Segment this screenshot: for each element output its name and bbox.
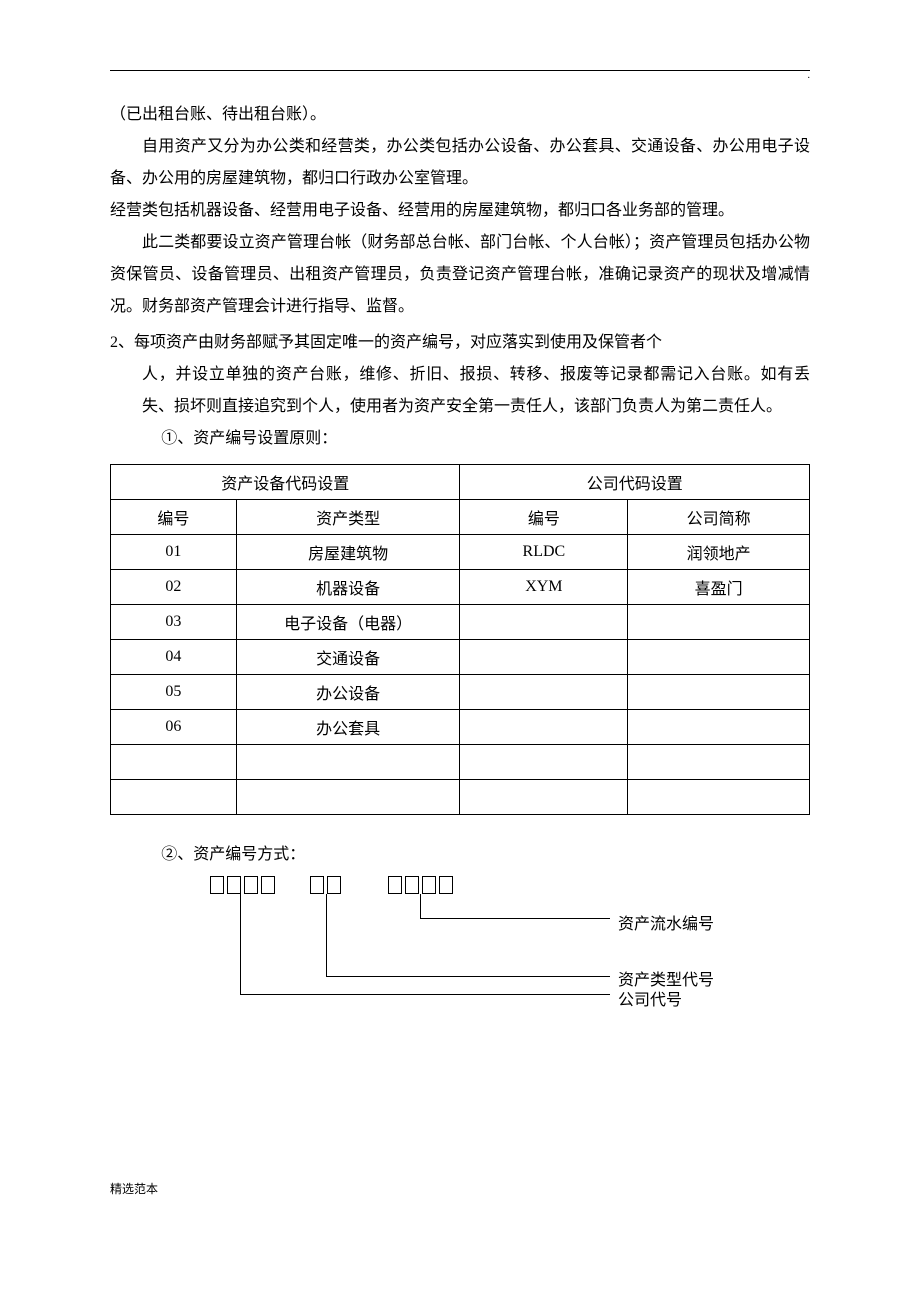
table-cell — [460, 779, 628, 814]
table-header-left: 资产设备代码设置 — [111, 464, 460, 499]
diagram-label: 公司代号 — [618, 986, 682, 1010]
table-cell: 办公套具 — [236, 709, 460, 744]
connector-line — [420, 918, 610, 919]
code-box — [439, 876, 453, 894]
table-header-right: 公司代码设置 — [460, 464, 810, 499]
table-cell — [460, 639, 628, 674]
table-cell — [628, 779, 810, 814]
table-cell: 02 — [111, 569, 237, 604]
table-row: 资产设备代码设置 公司代码设置 — [111, 464, 810, 499]
paragraph-1: （已出租台账、待出租台账）。 — [110, 99, 810, 131]
table-row: 编号 资产类型 编号 公司简称 — [111, 499, 810, 534]
connector-line — [420, 894, 421, 918]
connector-line — [240, 994, 610, 995]
table-row: 01 房屋建筑物 RLDC 润领地产 — [111, 534, 810, 569]
corner-dot: . — [808, 70, 811, 81]
sub-item-2: ②、资产编号方式： — [110, 839, 810, 872]
numbering-diagram: 资产流水编号资产类型代号公司代号 — [110, 876, 810, 1026]
table-subhead: 编号 — [460, 499, 628, 534]
connector-line — [240, 894, 241, 994]
code-box — [388, 876, 402, 894]
table-cell — [628, 639, 810, 674]
table-cell — [628, 674, 810, 709]
connector-line — [326, 976, 610, 977]
footer-text: 精选范本 — [110, 1180, 158, 1197]
table-row: 05 办公设备 — [111, 674, 810, 709]
table-cell: 交通设备 — [236, 639, 460, 674]
table-row: 06 办公套具 — [111, 709, 810, 744]
table-cell: RLDC — [460, 534, 628, 569]
table-cell: 办公设备 — [236, 674, 460, 709]
table-cell: XYM — [460, 569, 628, 604]
diagram-label: 资产流水编号 — [618, 910, 714, 934]
table-subhead: 公司简称 — [628, 499, 810, 534]
code-box — [210, 876, 224, 894]
table-cell — [111, 779, 237, 814]
table-subhead: 编号 — [111, 499, 237, 534]
paragraph-2: 自用资产又分为办公类和经营类，办公类包括办公设备、办公套具、交通设备、办公用电子… — [110, 131, 810, 195]
table-row: 04 交通设备 — [111, 639, 810, 674]
table-cell: 01 — [111, 534, 237, 569]
table-subhead: 资产类型 — [236, 499, 460, 534]
table-cell: 05 — [111, 674, 237, 709]
table-cell: 喜盈门 — [628, 569, 810, 604]
table-cell — [460, 709, 628, 744]
document-page: . （已出租台账、待出租台账）。 自用资产又分为办公类和经营类，办公类包括办公设… — [0, 0, 920, 1302]
code-box — [261, 876, 275, 894]
table-cell: 润领地产 — [628, 534, 810, 569]
table-cell: 04 — [111, 639, 237, 674]
numbered-item-2-line1: 2、每项资产由财务部赋予其固定唯一的资产编号，对应落实到使用及保管者个 — [110, 327, 810, 359]
table-cell — [460, 604, 628, 639]
table-cell: 03 — [111, 604, 237, 639]
table-row: 02 机器设备 XYM 喜盈门 — [111, 569, 810, 604]
numbered-item-2: 2、每项资产由财务部赋予其固定唯一的资产编号，对应落实到使用及保管者个 人，并设… — [110, 327, 810, 423]
top-rule — [110, 70, 810, 71]
paragraph-3: 经营类包括机器设备、经营用电子设备、经营用的房屋建筑物，都归口各业务部的管理。 — [110, 195, 810, 227]
connector-line — [326, 894, 327, 976]
table-cell: 06 — [111, 709, 237, 744]
numbered-item-2-rest: 人，并设立单独的资产台账，维修、折旧、报损、转移、报废等记录都需记入台账。如有丢… — [110, 359, 810, 423]
code-box — [327, 876, 341, 894]
table-cell — [236, 744, 460, 779]
table-row: 03 电子设备（电器） — [111, 604, 810, 639]
table-row — [111, 779, 810, 814]
table-cell — [111, 744, 237, 779]
table-cell — [628, 744, 810, 779]
table-cell — [628, 709, 810, 744]
table-row — [111, 744, 810, 779]
code-box — [310, 876, 324, 894]
code-box — [227, 876, 241, 894]
table-cell — [236, 779, 460, 814]
code-box — [422, 876, 436, 894]
table-cell: 机器设备 — [236, 569, 460, 604]
paragraph-4: 此二类都要设立资产管理台帐（财务部总台帐、部门台帐、个人台帐）；资产管理员包括办… — [110, 227, 810, 323]
code-box — [405, 876, 419, 894]
table-cell: 房屋建筑物 — [236, 534, 460, 569]
code-table: 资产设备代码设置 公司代码设置 编号 资产类型 编号 公司简称 01 房屋建筑物… — [110, 464, 810, 815]
sub-item-1: ①、资产编号设置原则： — [110, 423, 810, 456]
table-cell — [460, 744, 628, 779]
code-box — [244, 876, 258, 894]
table-cell: 电子设备（电器） — [236, 604, 460, 639]
table-cell — [460, 674, 628, 709]
table-cell — [628, 604, 810, 639]
